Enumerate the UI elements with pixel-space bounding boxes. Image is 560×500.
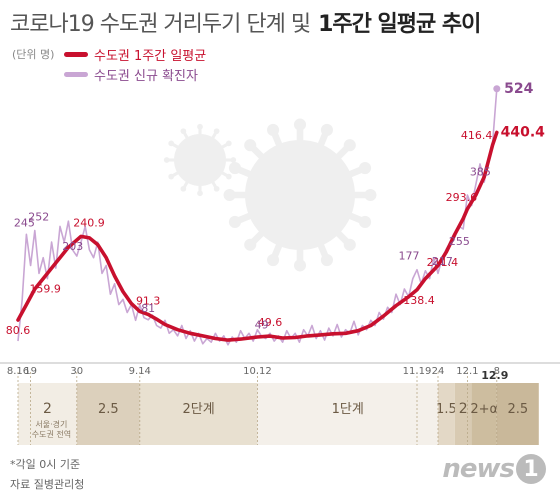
- stage-note: 서울·경기: [35, 419, 67, 429]
- data-label-avg: 80.6: [6, 324, 31, 337]
- legend-swatch-avg: [64, 51, 88, 57]
- virus-decoration-large: [223, 118, 377, 272]
- stage-band: [257, 383, 438, 445]
- stage-label: 2+α: [470, 402, 498, 417]
- legend-label-avg: 수도권 1주간 일평균: [94, 48, 207, 64]
- legend-label-daily: 수도권 신규 확진자: [94, 68, 198, 84]
- data-label-avg: 91.3: [136, 294, 161, 307]
- legend: 수도권 1주간 일평균 수도권 신규 확진자: [64, 44, 206, 84]
- stage-band: [438, 383, 455, 445]
- x-tick-label: 24: [432, 366, 445, 377]
- x-tick-label: 8.16: [7, 366, 29, 377]
- x-tick-label: 9.14: [129, 366, 151, 377]
- data-label-daily: 49: [255, 318, 269, 331]
- data-label-daily: 255: [449, 235, 470, 248]
- logo-text: news: [442, 454, 515, 484]
- x-tick-label: 8: [494, 366, 500, 377]
- unit-label: (단위 명): [12, 48, 55, 61]
- stage-band: [496, 383, 539, 445]
- x-tick-label: 10.12: [243, 366, 272, 377]
- series-line-daily: [17, 88, 498, 346]
- virus-decoration-small: [163, 123, 237, 197]
- x-tick-label: 12.1: [456, 366, 478, 377]
- logo-badge: 1: [516, 454, 546, 484]
- stage-note: 수도권 전역: [32, 429, 71, 439]
- series-point-daily-last: [493, 85, 501, 93]
- title-part1: 코로나19 수도권 거리두기 단계 및: [10, 12, 311, 37]
- stage-band: [76, 383, 140, 445]
- data-label-avg: 159.9: [29, 283, 61, 296]
- data-label-daily: 385: [470, 165, 491, 178]
- stage-label: 1단계: [332, 402, 364, 417]
- stage-label: 2.5: [98, 402, 119, 417]
- footnote: *각일 0시 기준: [10, 458, 81, 471]
- page-title: 코로나19 수도권 거리두기 단계 및 1주간 일평균 추이: [10, 6, 481, 38]
- stage-label: 2단계: [182, 402, 214, 417]
- stage-label: 2: [459, 401, 468, 417]
- data-label-daily: 524: [504, 81, 533, 97]
- data-label-avg: 416.4: [461, 129, 493, 142]
- data-label-daily: 81: [141, 302, 155, 315]
- stage-band: [471, 383, 497, 445]
- title-part2: 1주간 일평균 추이: [318, 12, 481, 37]
- data-label-daily: 252: [28, 211, 49, 224]
- data-label-avg: 440.4: [501, 124, 546, 140]
- data-label-daily: 177: [399, 250, 420, 263]
- stage-label: 2.5: [507, 402, 528, 417]
- stage-label: 2: [43, 401, 52, 417]
- x-tick-label: 30: [70, 366, 83, 377]
- data-label-daily: 245: [14, 216, 35, 229]
- data-label-avg: 138.4: [403, 294, 435, 307]
- data-label-avg: 211.4: [427, 256, 459, 269]
- stage-label: 1.5: [436, 402, 457, 417]
- data-label-avg: 240.9: [73, 216, 105, 229]
- series-line-avg: [16, 130, 499, 342]
- news1-logo: news 1: [442, 454, 546, 484]
- legend-item-avg: 수도권 1주간 일평균: [64, 44, 206, 64]
- stage-date-label: 12.9: [481, 369, 508, 382]
- legend-item-daily: 수도권 신규 확진자: [64, 64, 206, 84]
- data-label-daily: 217: [432, 255, 453, 268]
- legend-swatch-daily: [64, 71, 88, 77]
- x-tick-label: 19: [24, 366, 37, 377]
- data-label-avg: 49.6: [258, 316, 283, 329]
- data-label-daily: 203: [62, 240, 83, 253]
- stage-band: [139, 383, 258, 445]
- data-label-avg: 293.6: [446, 191, 478, 204]
- x-tick-label: 11.19: [403, 366, 432, 377]
- stage-band: [18, 383, 77, 445]
- source: 자료 질병관리청: [10, 478, 85, 491]
